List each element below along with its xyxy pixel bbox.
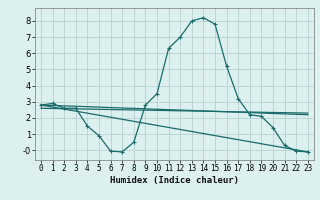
X-axis label: Humidex (Indice chaleur): Humidex (Indice chaleur) (110, 176, 239, 185)
